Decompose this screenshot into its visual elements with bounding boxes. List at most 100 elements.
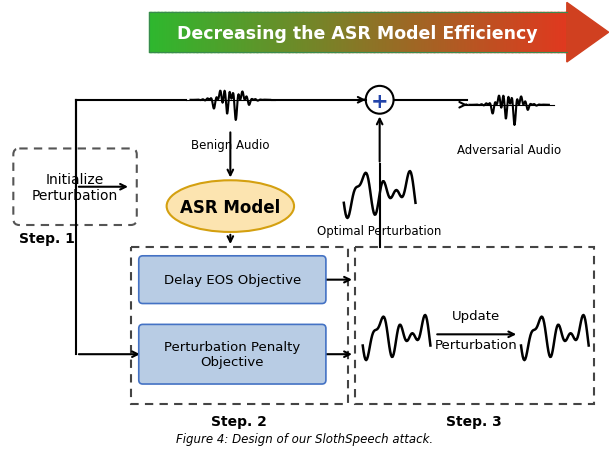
Bar: [276, 13, 278, 53]
Bar: [437, 13, 439, 53]
Bar: [149, 13, 151, 53]
Bar: [277, 13, 279, 53]
Circle shape: [366, 87, 393, 115]
Bar: [176, 13, 179, 53]
Bar: [227, 13, 229, 53]
Bar: [293, 13, 295, 53]
Text: +: +: [371, 92, 389, 111]
FancyBboxPatch shape: [13, 149, 137, 226]
Bar: [486, 13, 488, 53]
Bar: [190, 13, 192, 53]
Bar: [170, 13, 171, 53]
Bar: [511, 13, 513, 53]
Bar: [306, 13, 308, 53]
Bar: [168, 13, 170, 53]
Text: Benign Audio: Benign Audio: [191, 138, 270, 151]
Bar: [228, 13, 230, 53]
Bar: [284, 13, 286, 53]
Bar: [546, 13, 548, 53]
Bar: [389, 13, 390, 53]
Bar: [239, 13, 241, 53]
Bar: [506, 13, 508, 53]
Bar: [348, 13, 350, 53]
Bar: [159, 13, 160, 53]
Bar: [475, 13, 476, 53]
Bar: [497, 13, 499, 53]
Bar: [473, 13, 475, 53]
Text: Perturbation: Perturbation: [435, 339, 518, 351]
Bar: [562, 13, 564, 53]
Bar: [173, 13, 174, 53]
Bar: [523, 13, 525, 53]
Bar: [354, 13, 356, 53]
Bar: [215, 13, 218, 53]
Bar: [560, 13, 562, 53]
Bar: [522, 13, 524, 53]
Bar: [396, 13, 399, 53]
Bar: [339, 13, 340, 53]
Bar: [200, 13, 202, 53]
Bar: [257, 13, 259, 53]
Bar: [337, 13, 339, 53]
Bar: [300, 13, 301, 53]
Bar: [520, 13, 522, 53]
Bar: [246, 13, 248, 53]
Bar: [249, 13, 251, 53]
Text: Initialize
Perturbation: Initialize Perturbation: [32, 172, 118, 202]
Bar: [504, 13, 506, 53]
Bar: [416, 13, 418, 53]
Bar: [471, 13, 473, 53]
Bar: [440, 13, 442, 53]
Bar: [193, 13, 195, 53]
Text: ASR Model: ASR Model: [180, 199, 281, 216]
Bar: [254, 13, 257, 53]
Bar: [235, 13, 237, 53]
Bar: [426, 13, 428, 53]
FancyBboxPatch shape: [138, 325, 326, 384]
Bar: [454, 13, 456, 53]
Bar: [514, 13, 515, 53]
Bar: [181, 13, 182, 53]
Bar: [439, 13, 440, 53]
Bar: [565, 13, 567, 53]
Bar: [436, 13, 438, 53]
Bar: [189, 13, 191, 53]
Bar: [433, 13, 435, 53]
Bar: [481, 13, 483, 53]
Bar: [160, 13, 162, 53]
Bar: [508, 13, 510, 53]
Bar: [178, 13, 180, 53]
Bar: [539, 13, 541, 53]
Bar: [515, 13, 517, 53]
Bar: [179, 13, 181, 53]
Bar: [550, 13, 552, 53]
Bar: [422, 13, 424, 53]
Bar: [182, 13, 184, 53]
Bar: [379, 13, 381, 53]
Bar: [414, 13, 415, 53]
Bar: [458, 13, 460, 53]
Bar: [352, 13, 354, 53]
Bar: [547, 13, 549, 53]
Bar: [377, 13, 379, 53]
Bar: [357, 13, 360, 53]
Bar: [245, 13, 247, 53]
Bar: [282, 13, 284, 53]
Bar: [242, 13, 244, 53]
Bar: [507, 13, 509, 53]
Bar: [223, 13, 224, 53]
Bar: [206, 13, 208, 53]
Bar: [156, 13, 157, 53]
Bar: [185, 13, 187, 53]
Bar: [383, 13, 385, 53]
Bar: [409, 13, 411, 53]
Bar: [423, 13, 425, 53]
Bar: [545, 13, 547, 53]
Bar: [418, 13, 420, 53]
Bar: [252, 13, 254, 53]
Bar: [517, 13, 518, 53]
Bar: [501, 13, 503, 53]
Bar: [359, 13, 361, 53]
Text: Update: Update: [452, 310, 500, 322]
Bar: [238, 13, 240, 53]
